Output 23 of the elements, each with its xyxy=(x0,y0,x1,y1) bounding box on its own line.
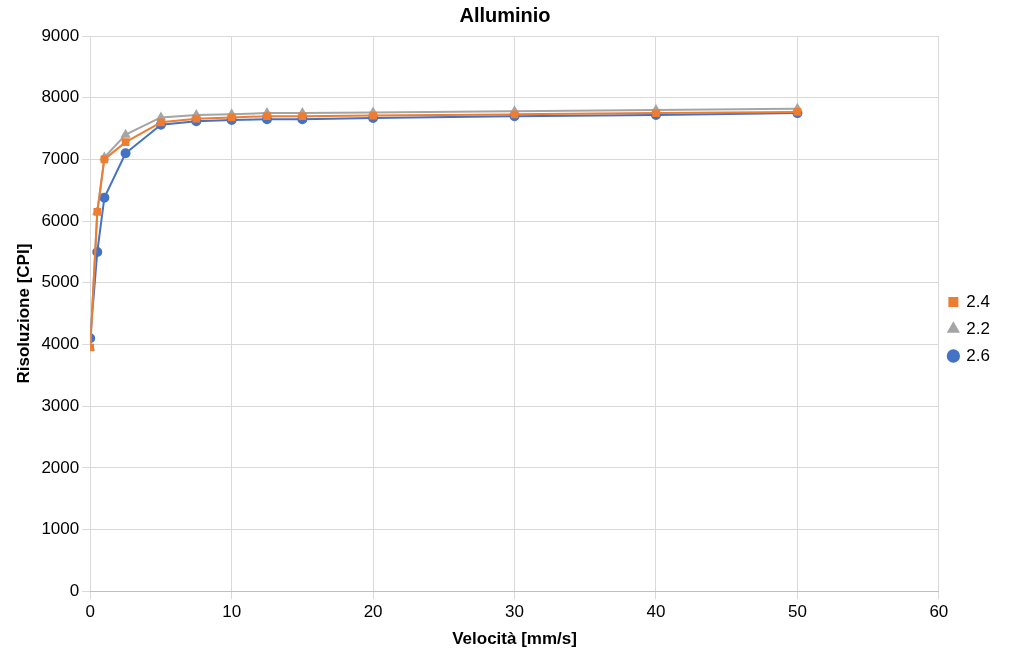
x-tick-label: 0 xyxy=(85,602,95,622)
chart-title: Alluminio xyxy=(459,3,551,26)
x-tick-label: 30 xyxy=(505,602,524,622)
y-tick-label: 5000 xyxy=(41,272,80,292)
y-tick-label: 2000 xyxy=(41,457,80,477)
y-tick-label: 9000 xyxy=(41,25,80,45)
y-tick-label: 7000 xyxy=(41,149,80,169)
y-tick-label: 8000 xyxy=(41,87,80,107)
x-tick-label: 50 xyxy=(787,602,807,622)
legend-label: 2.4 xyxy=(966,291,991,311)
y-tick-label: 6000 xyxy=(41,210,80,230)
x-tick-label: 60 xyxy=(929,602,949,622)
x-axis-title: Velocità [mm/s] xyxy=(452,629,577,649)
y-axis-title: Risoluzione [CPI] xyxy=(13,243,33,384)
legend-label: 2.6 xyxy=(966,345,991,365)
y-tick-label: 1000 xyxy=(41,519,80,539)
legend-label: 2.2 xyxy=(966,318,991,338)
y-tick-label: 0 xyxy=(69,580,80,600)
y-tick-label: 4000 xyxy=(41,334,80,354)
x-tick-label: 10 xyxy=(222,602,242,622)
y-tick-label: 3000 xyxy=(41,395,80,415)
x-tick-label: 20 xyxy=(363,602,383,622)
x-tick-label: 40 xyxy=(646,602,666,622)
